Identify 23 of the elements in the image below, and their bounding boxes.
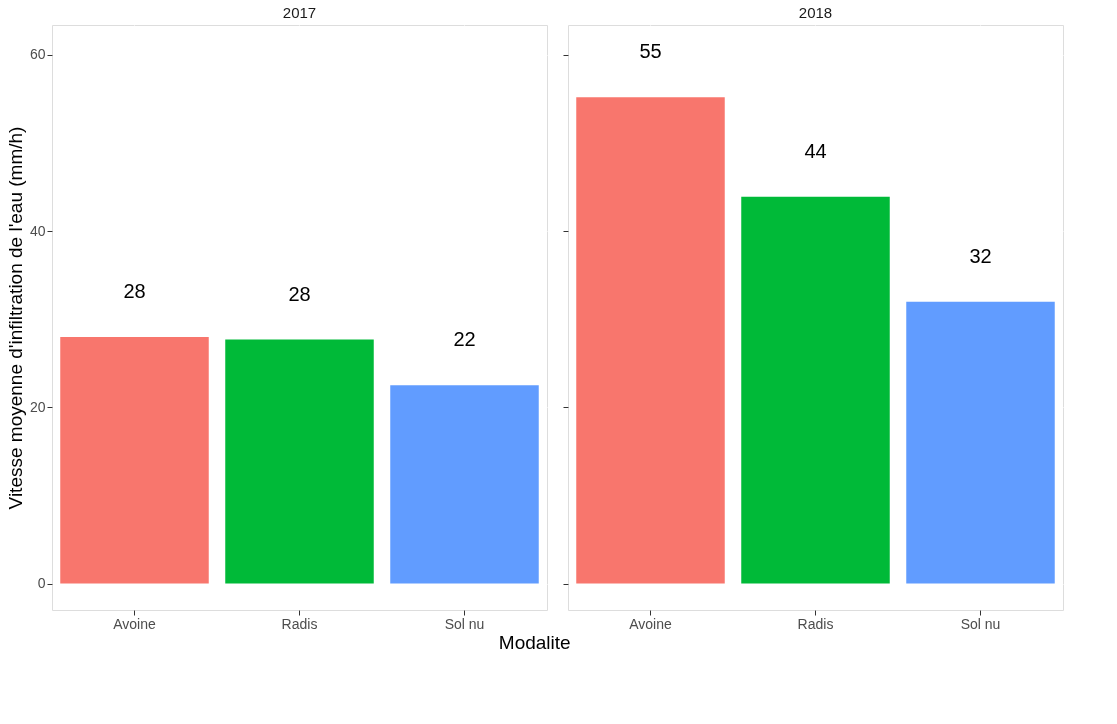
bar xyxy=(390,385,539,584)
data-label: 28 xyxy=(288,282,311,305)
y-axis-title: Vitesse moyenne d'infiltration de l'eau (mm/h) xyxy=(4,126,26,510)
y-tick-label: 20 xyxy=(29,398,46,415)
data-label: 32 xyxy=(969,244,992,267)
bar xyxy=(225,339,374,584)
chart-title: 2018 xyxy=(798,4,833,21)
data-label: 55 xyxy=(639,40,662,63)
data-label: 22 xyxy=(453,328,476,351)
data-label: 28 xyxy=(123,279,146,302)
x-axis-title: Modalite xyxy=(498,631,571,653)
y-tick-label: 60 xyxy=(29,46,46,63)
y-tick-label: 0 xyxy=(37,575,46,592)
x-tick-label: Avoine xyxy=(629,615,672,632)
x-tick-label: Avoine xyxy=(113,615,156,632)
x-tick-label: Radis xyxy=(797,615,834,632)
x-tick-label: Radis xyxy=(281,615,318,632)
x-tick-label: Sol nu xyxy=(960,615,1001,632)
y-tick-label: 40 xyxy=(29,222,46,239)
data-label: 44 xyxy=(804,139,827,162)
x-tick-label: Sol nu xyxy=(444,615,485,632)
bar xyxy=(60,336,209,584)
chart-title: 2017 xyxy=(282,4,317,21)
